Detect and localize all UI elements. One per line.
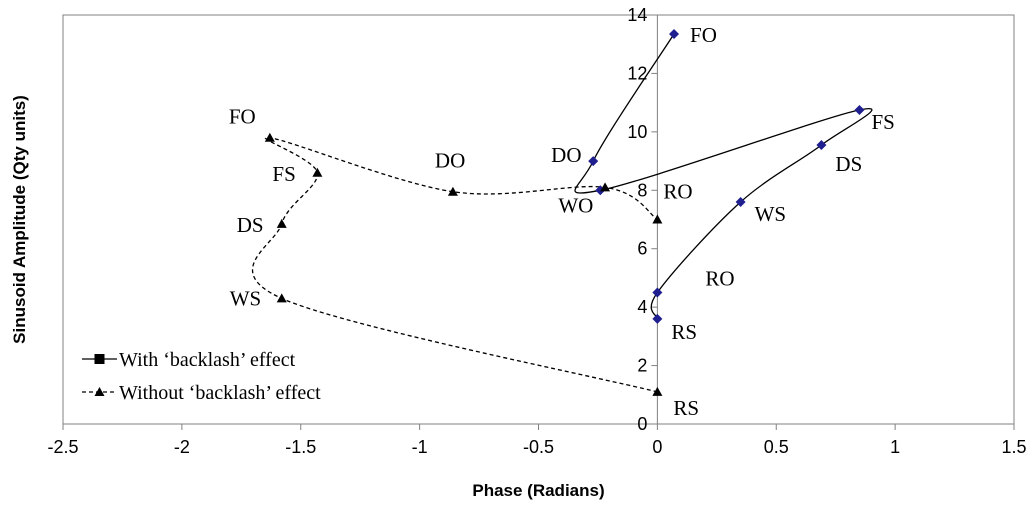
point-label: WO bbox=[558, 193, 593, 217]
point-labels: RS RO WS DS FS WO DO FO RS WS DS FS FO DO RO bbox=[229, 23, 895, 420]
y-axis-title: Sinusoid Amplitude (Qty units) bbox=[10, 95, 29, 344]
legend: With ‘backlash’ effect Without ‘backlash’… bbox=[82, 349, 321, 404]
series-1-point bbox=[588, 156, 599, 167]
legend-marker bbox=[94, 387, 105, 396]
point-label: WS bbox=[755, 202, 787, 226]
point-label: DO bbox=[435, 149, 465, 173]
point-label: FO bbox=[690, 23, 717, 47]
y-tick-label: 6 bbox=[637, 239, 647, 259]
x-tick-label: -2 bbox=[174, 437, 190, 457]
legend-label: Without ‘backlash’ effect bbox=[119, 382, 321, 404]
legend-marker bbox=[94, 354, 105, 364]
x-tick-label: 1 bbox=[890, 437, 900, 457]
point-label: FS bbox=[272, 162, 295, 186]
y-tick-label: 4 bbox=[637, 297, 647, 317]
series-2-point bbox=[652, 386, 663, 396]
point-label: RO bbox=[705, 267, 734, 291]
series-1-point bbox=[652, 287, 663, 298]
series-2-point bbox=[264, 132, 275, 142]
x-tick-label: -2.5 bbox=[47, 437, 78, 457]
x-tick-label: -0.5 bbox=[523, 437, 554, 457]
point-label: RS bbox=[671, 320, 697, 344]
series-1-point bbox=[854, 104, 865, 115]
x-tick-label: -1 bbox=[412, 437, 428, 457]
series-1-point bbox=[652, 313, 663, 324]
y-tick-label: 0 bbox=[637, 414, 647, 434]
point-label: WS bbox=[230, 286, 261, 310]
point-label: FS bbox=[871, 110, 894, 134]
series-2-point bbox=[276, 293, 287, 303]
series-2-point bbox=[600, 182, 611, 192]
ticks: -2.5 -2 -1.5 -1 -0.5 0 0.5 1 1.5 0 2 4 6 8 10 12 14 bbox=[47, 5, 1026, 457]
point-label: RO bbox=[663, 180, 692, 204]
point-label: FO bbox=[229, 105, 256, 129]
point-label: DO bbox=[551, 143, 581, 167]
series-2-point bbox=[312, 167, 323, 177]
series-2-point bbox=[276, 218, 287, 228]
y-tick-label: 12 bbox=[627, 63, 647, 83]
y-tick-label: 10 bbox=[627, 122, 647, 142]
series-1-point bbox=[735, 196, 746, 207]
x-axis-title: Phase (Radians) bbox=[472, 481, 604, 500]
series-2-point bbox=[447, 186, 458, 196]
series-1-point bbox=[669, 28, 680, 39]
y-tick-label: 14 bbox=[627, 5, 647, 25]
legend-label: With ‘backlash’ effect bbox=[119, 349, 296, 371]
x-tick-label: -1.5 bbox=[285, 437, 316, 457]
x-tick-label: 0.5 bbox=[764, 437, 789, 457]
series-1-point bbox=[816, 140, 827, 151]
point-label: DS bbox=[835, 152, 862, 176]
x-tick-label: 0 bbox=[652, 437, 662, 457]
point-label: DS bbox=[237, 213, 264, 237]
series-2-line bbox=[252, 136, 658, 393]
series-markers bbox=[264, 28, 865, 396]
y-tick-label: 8 bbox=[637, 180, 647, 200]
point-label: RS bbox=[673, 396, 699, 420]
x-tick-label: 1.5 bbox=[1001, 437, 1026, 457]
series-2-point bbox=[652, 214, 663, 224]
y-tick-label: 2 bbox=[637, 356, 647, 376]
